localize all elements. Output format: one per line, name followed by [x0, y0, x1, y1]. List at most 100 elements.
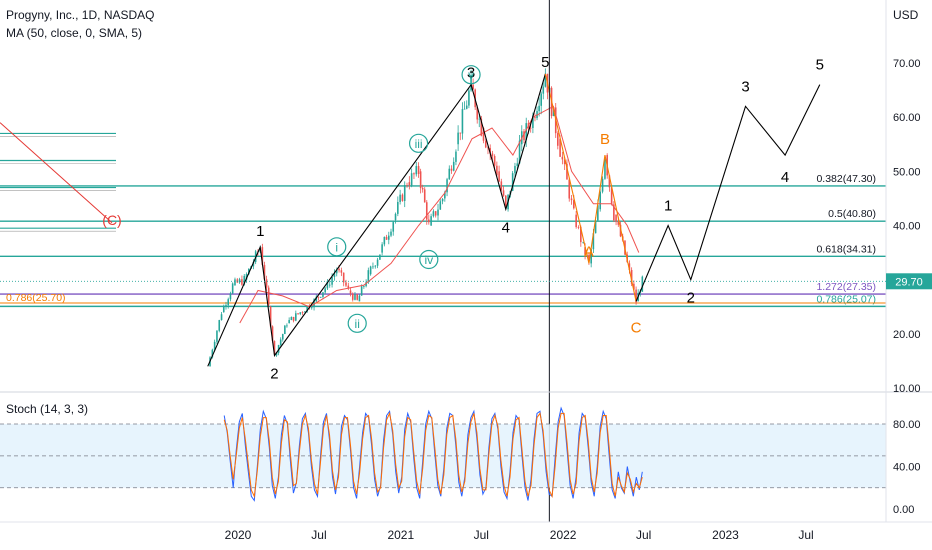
- candle-body: [363, 286, 365, 287]
- candle-body: [310, 307, 313, 309]
- candle-body: [322, 292, 324, 297]
- fib-levels: 0.382(47.30) 0.5(40.80) 0.618(34.31) 1.272(…: [0, 122, 886, 308]
- candle-body: [372, 266, 374, 268]
- candle-body: [566, 164, 568, 180]
- time-tick: 2020: [225, 528, 252, 542]
- candle-body: [271, 326, 274, 342]
- candle-body: [608, 175, 611, 188]
- candle-body: [354, 294, 356, 300]
- candle-body: [604, 159, 606, 179]
- candle-body: [263, 264, 266, 280]
- sub-wave-circle: [419, 249, 439, 270]
- sub-wave-label-ii: ii: [355, 317, 360, 331]
- candle-body: [511, 173, 514, 191]
- candle-body: [288, 320, 290, 323]
- candle-body: [333, 273, 336, 277]
- time-tick: 2022: [550, 528, 577, 542]
- candle-body: [213, 341, 216, 350]
- candle-body: [324, 288, 326, 293]
- candle-body: [613, 204, 615, 221]
- candle-body: [437, 209, 439, 216]
- candle-body: [234, 279, 236, 286]
- candle-body: [489, 148, 491, 154]
- price-tick: 20.00: [893, 329, 921, 341]
- candle-body: [376, 259, 379, 266]
- candle-body: [284, 325, 286, 335]
- candle-body: [472, 84, 474, 90]
- candle-body: [328, 284, 331, 286]
- candle-body: [261, 247, 264, 265]
- price-axis[interactable]: 10.0020.0030.0040.0050.0060.0070.000.004…: [0, 0, 932, 522]
- symbol-title[interactable]: Progyny, Inc., 1D, NASDAQ: [6, 8, 155, 22]
- candle-body: [390, 231, 392, 236]
- candle-body: [299, 312, 302, 315]
- stoch-tick: 0.00: [893, 504, 914, 516]
- candle-body: [434, 211, 437, 216]
- wave-label-5: 5: [541, 54, 549, 71]
- candle-body: [542, 86, 545, 94]
- candle-body: [374, 265, 377, 267]
- candle-body: [248, 268, 250, 274]
- candle-body: [401, 194, 404, 201]
- stoch-indicator-label[interactable]: Stoch (14, 3, 3): [6, 402, 89, 416]
- candle-body: [514, 165, 516, 174]
- candle-body: [385, 236, 388, 240]
- candle-body: [351, 293, 354, 300]
- sub-wave-label-iii: iii: [415, 137, 423, 151]
- candle-body: [387, 235, 390, 240]
- candle-body: [367, 270, 370, 283]
- candle-body: [540, 93, 543, 106]
- candle-body: [356, 294, 359, 300]
- candle-body: [425, 202, 428, 220]
- candle-body: [345, 282, 347, 286]
- correction-wave-line: [544, 73, 637, 302]
- candle-body: [570, 198, 573, 201]
- sub-wave-label-i: i: [335, 240, 338, 254]
- candle-body: [544, 76, 547, 87]
- candle-body: [392, 222, 395, 232]
- candle-body: [534, 117, 536, 119]
- candle-body: [222, 306, 225, 313]
- candle-body: [590, 249, 592, 264]
- candle-body: [628, 263, 631, 270]
- candle-body: [601, 178, 604, 192]
- sub-wave-label-iv: iv: [424, 253, 433, 267]
- candle-body: [220, 314, 223, 321]
- candle-body: [379, 254, 381, 260]
- candle-body: [463, 108, 466, 110]
- candle-body: [273, 341, 276, 355]
- primary-wave-line: [207, 73, 546, 367]
- candle-body: [580, 227, 582, 243]
- candle-body: [588, 255, 590, 262]
- current-price-tag: [886, 273, 932, 290]
- candle-body: [383, 236, 386, 245]
- candle-body: [319, 296, 322, 298]
- stoch-pane[interactable]: [0, 391, 932, 502]
- candle-body: [573, 200, 575, 209]
- candle-body: [633, 283, 635, 290]
- candle-body: [575, 214, 577, 228]
- time-tick: 2023: [712, 528, 739, 542]
- candle-body: [423, 189, 426, 203]
- candle-body: [218, 320, 221, 331]
- projection-label-4: 4: [781, 169, 789, 186]
- fib-label-left: 0.786(25.70): [6, 292, 66, 304]
- price-tick: 50.00: [893, 166, 921, 178]
- wave-label-4: 4: [502, 219, 510, 236]
- candle-body: [245, 273, 248, 280]
- candle-body: [444, 192, 446, 199]
- price-tick: 10.00: [893, 383, 921, 395]
- ma-indicator-label[interactable]: MA (50, close, 0, SMA, 5): [6, 26, 143, 40]
- correction-label-C: C: [631, 319, 642, 336]
- fib-label: 0.382(47.30): [816, 173, 876, 185]
- time-tick: Jul: [636, 528, 651, 542]
- candle-body: [408, 182, 411, 186]
- currency-label: USD: [893, 8, 919, 22]
- fib-label: 0.5(40.80): [828, 208, 876, 220]
- candle-body: [478, 118, 481, 120]
- candle-body: [594, 220, 597, 234]
- correction-label-B: B: [600, 131, 610, 148]
- time-axis[interactable]: 2020 Jul 2021 Jul 2022 Jul 2023 Jul: [0, 521, 932, 542]
- wave-label-1: 1: [256, 223, 264, 240]
